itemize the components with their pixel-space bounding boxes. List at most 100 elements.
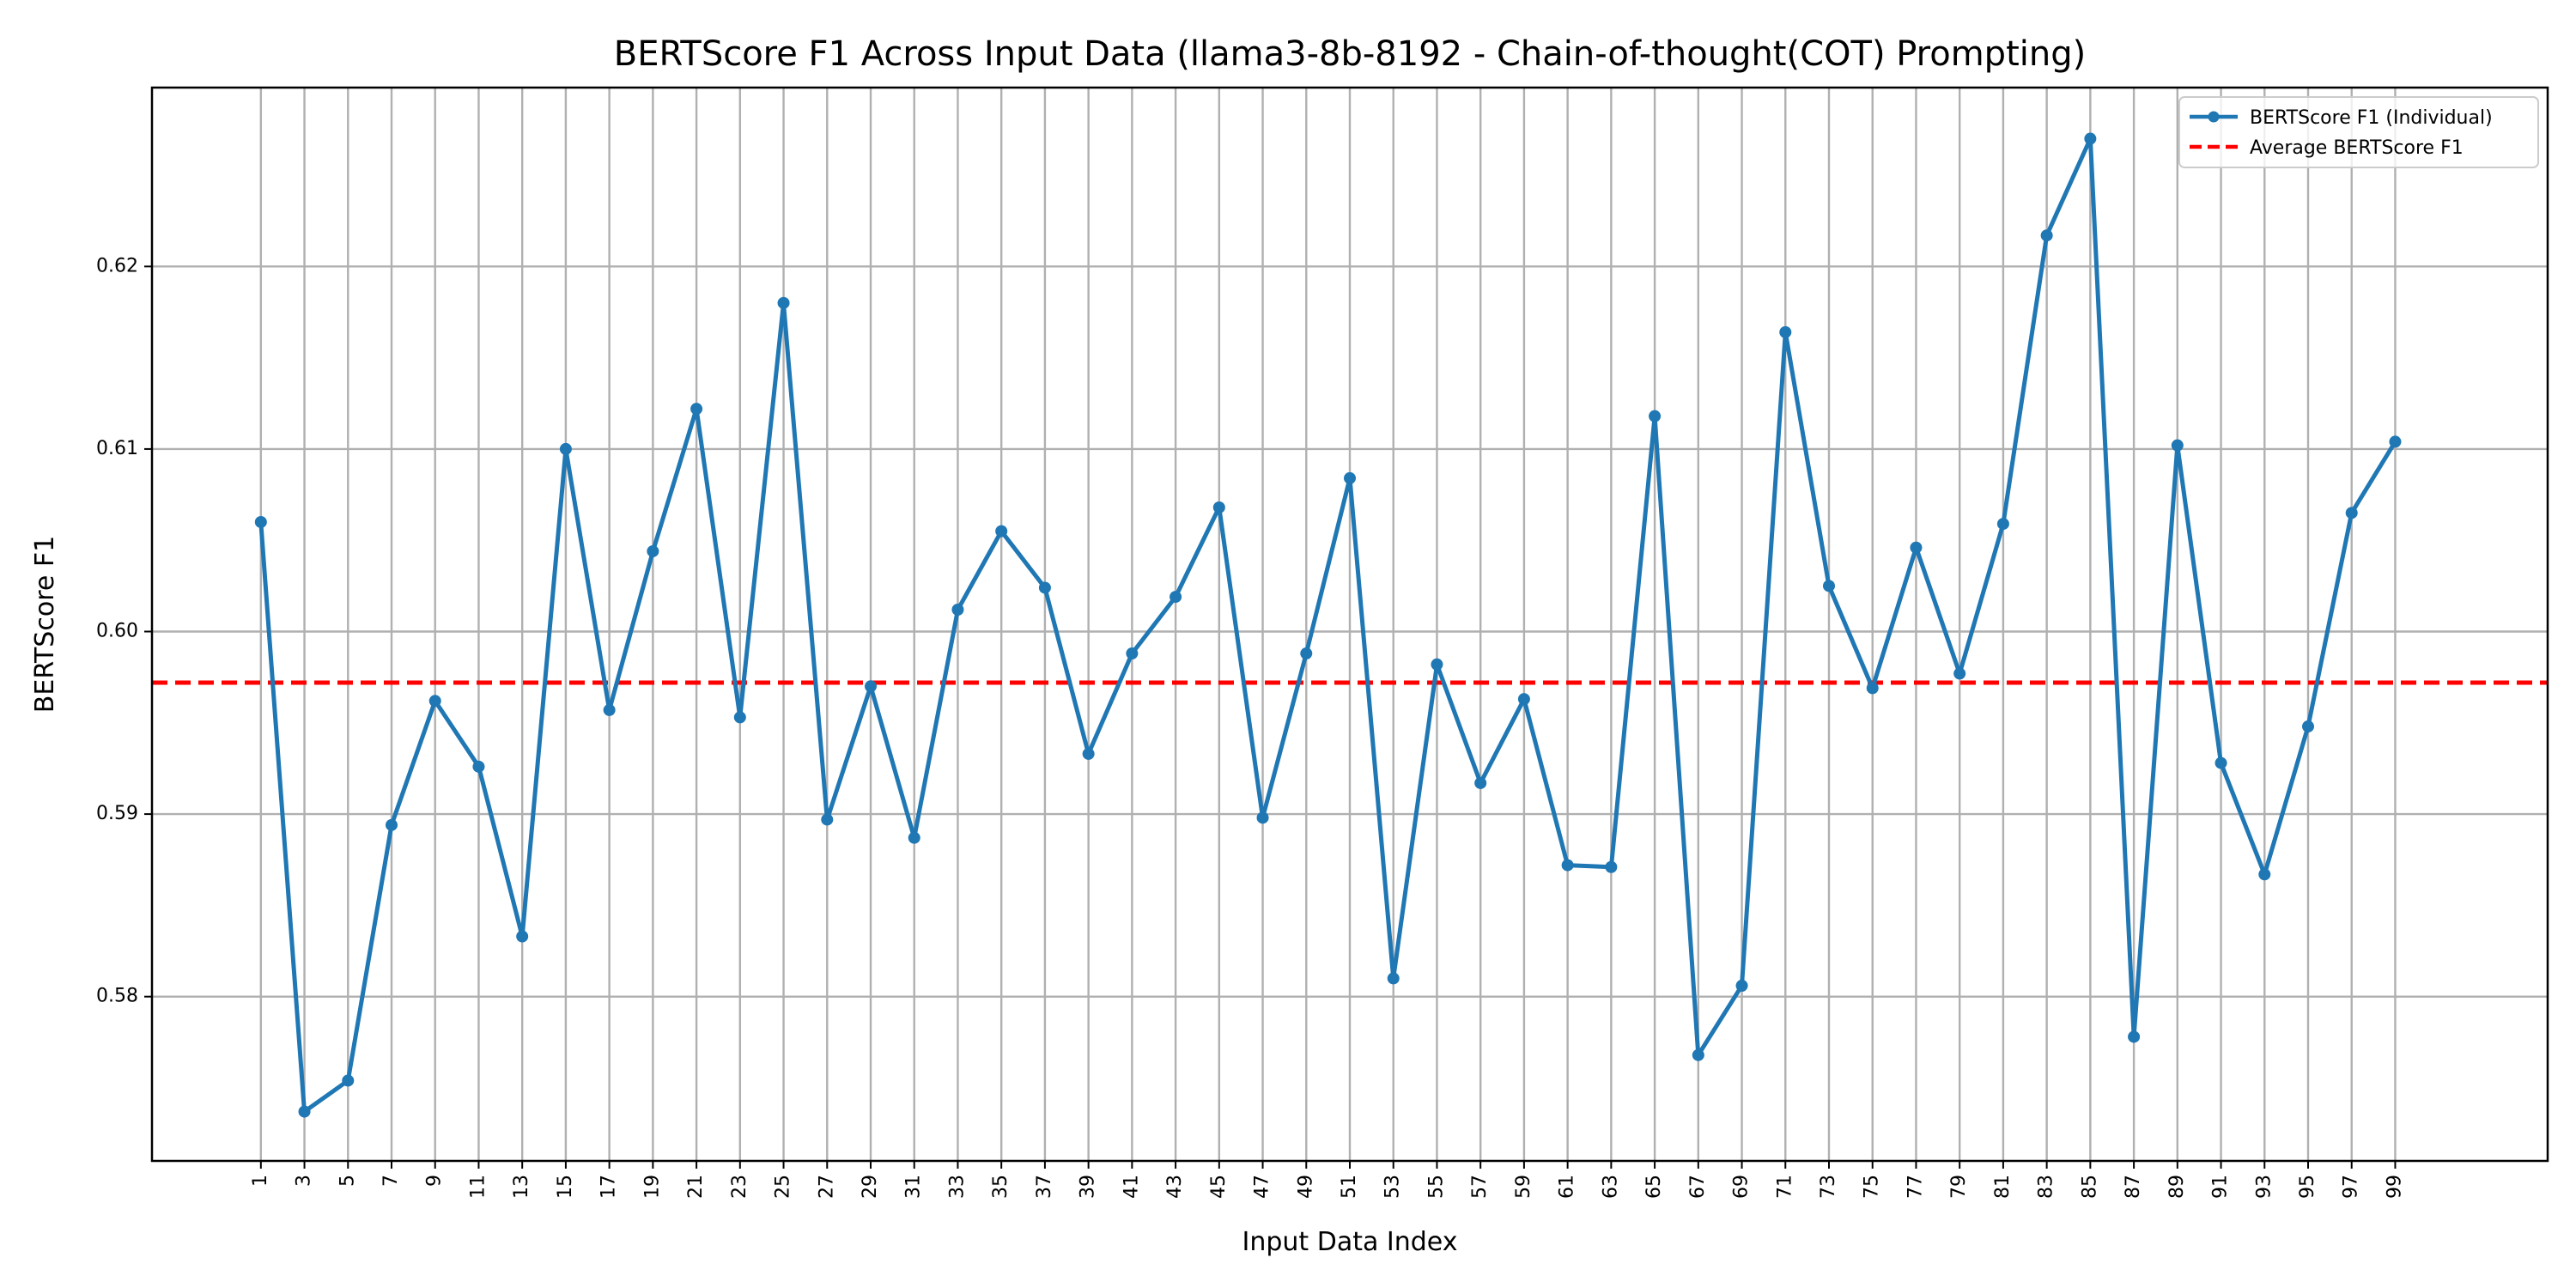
data-point <box>2171 439 2184 452</box>
data-point <box>298 1105 311 1118</box>
x-tick-label: 79 <box>1948 1175 1970 1199</box>
x-tick-label: 73 <box>1818 1175 1839 1199</box>
x-tick-label: 11 <box>467 1175 489 1199</box>
data-point <box>2128 1030 2141 1043</box>
x-tick-label: 87 <box>2123 1175 2144 1199</box>
data-point <box>1561 859 1574 872</box>
data-point <box>1256 811 1269 824</box>
x-tick-label: 17 <box>598 1175 620 1199</box>
x-tick-label: 83 <box>2036 1175 2057 1199</box>
data-point <box>559 442 572 455</box>
x-tick-label: 41 <box>1121 1175 1142 1199</box>
legend-label-individual: BERTScore F1 (Individual) <box>2250 107 2493 129</box>
x-tick-label: 37 <box>1034 1175 1055 1199</box>
x-tick-label: 67 <box>1687 1175 1709 1199</box>
x-tick-label: 49 <box>1295 1175 1316 1199</box>
data-point <box>995 525 1008 538</box>
data-point <box>2084 132 2097 145</box>
legend: BERTScore F1 (Individual) Average BERTSc… <box>2178 96 2539 168</box>
data-point <box>1387 972 1400 985</box>
x-axis-label: Input Data Index <box>1242 1227 1458 1257</box>
x-tick-label: 43 <box>1164 1175 1186 1199</box>
x-tick-label: 39 <box>1078 1175 1099 1199</box>
x-tick-label: 33 <box>946 1175 968 1199</box>
data-point <box>1517 693 1530 706</box>
data-point <box>342 1074 355 1087</box>
y-axis-label: BERTScore F1 <box>30 536 60 713</box>
x-tick-label: 93 <box>2253 1175 2275 1199</box>
x-tick-label: 89 <box>2166 1175 2188 1199</box>
data-point <box>1344 471 1356 484</box>
x-tick-label: 91 <box>2210 1175 2232 1199</box>
data-point <box>2389 435 2402 448</box>
x-tick-label: 75 <box>1862 1175 1883 1199</box>
grid-lines <box>152 88 2548 1161</box>
x-tick-label: 15 <box>555 1175 576 1199</box>
data-point <box>1605 860 1618 873</box>
data-point <box>2345 507 2358 519</box>
x-tick-label: 13 <box>511 1175 532 1199</box>
data-point <box>1823 580 1835 592</box>
y-tick-label: 0.58 <box>96 986 138 1007</box>
legend-box <box>2178 96 2539 168</box>
data-point <box>1038 581 1051 594</box>
x-tick-label: 71 <box>1774 1175 1795 1199</box>
x-tick-label: 45 <box>1208 1175 1230 1199</box>
data-point <box>908 831 920 844</box>
y-tick-label: 0.62 <box>96 255 138 276</box>
data-point <box>2258 868 2271 881</box>
individual-series <box>254 132 2402 1118</box>
x-tick-label: 19 <box>641 1175 663 1199</box>
data-point <box>1212 501 1225 513</box>
legend-label-average: Average BERTScore F1 <box>2250 137 2464 159</box>
x-tick-label: 51 <box>1339 1175 1360 1199</box>
y-tick-label: 0.60 <box>96 621 138 642</box>
series-line <box>258 137 2397 1115</box>
data-point <box>516 930 529 943</box>
x-tick-label: 47 <box>1252 1175 1273 1199</box>
x-tick-label: 7 <box>380 1175 402 1187</box>
x-tick-label: 59 <box>1513 1175 1534 1199</box>
data-point <box>1431 658 1443 671</box>
x-tick-label: 77 <box>1905 1175 1926 1199</box>
data-point <box>386 818 398 831</box>
data-point <box>865 680 877 693</box>
x-tick-label: 29 <box>860 1175 881 1199</box>
data-point <box>1953 667 1966 680</box>
data-point <box>1649 410 1662 422</box>
x-tick-label: 69 <box>1731 1175 1753 1199</box>
legend-marker-individual <box>2208 111 2220 123</box>
x-tick-label: 85 <box>2079 1175 2100 1199</box>
data-point <box>1910 541 1923 554</box>
data-point <box>951 603 964 616</box>
x-tick-label: 23 <box>729 1175 750 1199</box>
x-tick-label: 63 <box>1600 1175 1621 1199</box>
x-tick-label: 1 <box>250 1175 271 1187</box>
data-point <box>1126 647 1139 660</box>
data-point <box>733 711 746 724</box>
data-point <box>1996 518 2009 531</box>
x-tick-label: 21 <box>685 1175 707 1199</box>
data-point <box>1866 682 1879 695</box>
data-point <box>472 760 485 773</box>
data-point <box>254 515 267 528</box>
data-point <box>821 813 834 826</box>
x-tick-label: 65 <box>1643 1175 1665 1199</box>
y-axis-ticks: 0.58 0.59 0.60 0.61 0.62 <box>96 255 152 1007</box>
x-tick-label: 95 <box>2297 1175 2318 1199</box>
data-point <box>428 695 441 708</box>
data-point <box>647 544 659 557</box>
data-point <box>1474 776 1487 789</box>
x-tick-label: 99 <box>2384 1175 2405 1199</box>
data-point <box>2302 720 2314 733</box>
x-tick-label: 3 <box>294 1175 315 1187</box>
x-tick-label: 31 <box>903 1175 925 1199</box>
x-tick-label: 97 <box>2341 1175 2362 1199</box>
x-tick-label: 5 <box>337 1175 358 1187</box>
chart-title: BERTScore F1 Across Input Data (llama3-8… <box>614 34 2086 74</box>
y-tick-label: 0.59 <box>96 803 138 824</box>
x-tick-label: 25 <box>773 1175 794 1199</box>
x-tick-label: 57 <box>1469 1175 1491 1199</box>
data-point <box>603 703 616 716</box>
